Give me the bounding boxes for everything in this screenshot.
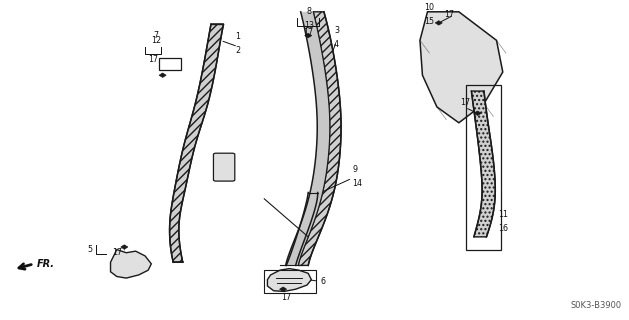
Text: 17: 17 [281, 293, 291, 302]
Text: 14: 14 [352, 179, 362, 188]
Text: 13: 13 [304, 21, 314, 30]
FancyBboxPatch shape [213, 153, 235, 181]
Polygon shape [435, 21, 442, 25]
Text: 17: 17 [148, 55, 159, 64]
Text: S0K3-B3900: S0K3-B3900 [571, 301, 622, 310]
Text: 10: 10 [424, 3, 434, 12]
Text: 17: 17 [112, 248, 122, 257]
Polygon shape [286, 12, 330, 265]
Text: 17: 17 [445, 11, 455, 20]
Polygon shape [159, 73, 166, 77]
Text: 12: 12 [152, 36, 162, 45]
Text: 17: 17 [303, 28, 313, 37]
Polygon shape [170, 25, 223, 262]
Polygon shape [304, 33, 312, 38]
Text: 15: 15 [424, 17, 434, 26]
Text: 3: 3 [334, 26, 339, 35]
Polygon shape [471, 91, 495, 237]
Text: 16: 16 [498, 224, 508, 233]
Text: FR.: FR. [37, 259, 55, 269]
Polygon shape [420, 12, 503, 123]
Polygon shape [267, 268, 311, 292]
Text: 2: 2 [235, 46, 240, 55]
Text: 9: 9 [352, 165, 357, 174]
Text: 11: 11 [498, 210, 508, 219]
Polygon shape [298, 12, 341, 265]
Bar [466, 85, 501, 250]
Text: 5: 5 [87, 245, 92, 254]
Text: 8: 8 [307, 7, 312, 16]
Bar [264, 269, 316, 293]
Text: 1: 1 [235, 32, 240, 41]
Polygon shape [280, 287, 287, 292]
Text: 7: 7 [153, 31, 159, 40]
Polygon shape [111, 250, 152, 278]
Text: 4: 4 [334, 40, 339, 49]
Polygon shape [474, 111, 481, 116]
Text: 17: 17 [460, 98, 470, 107]
Text: 6: 6 [321, 277, 326, 286]
Polygon shape [121, 245, 128, 249]
Bar [160, 58, 181, 70]
